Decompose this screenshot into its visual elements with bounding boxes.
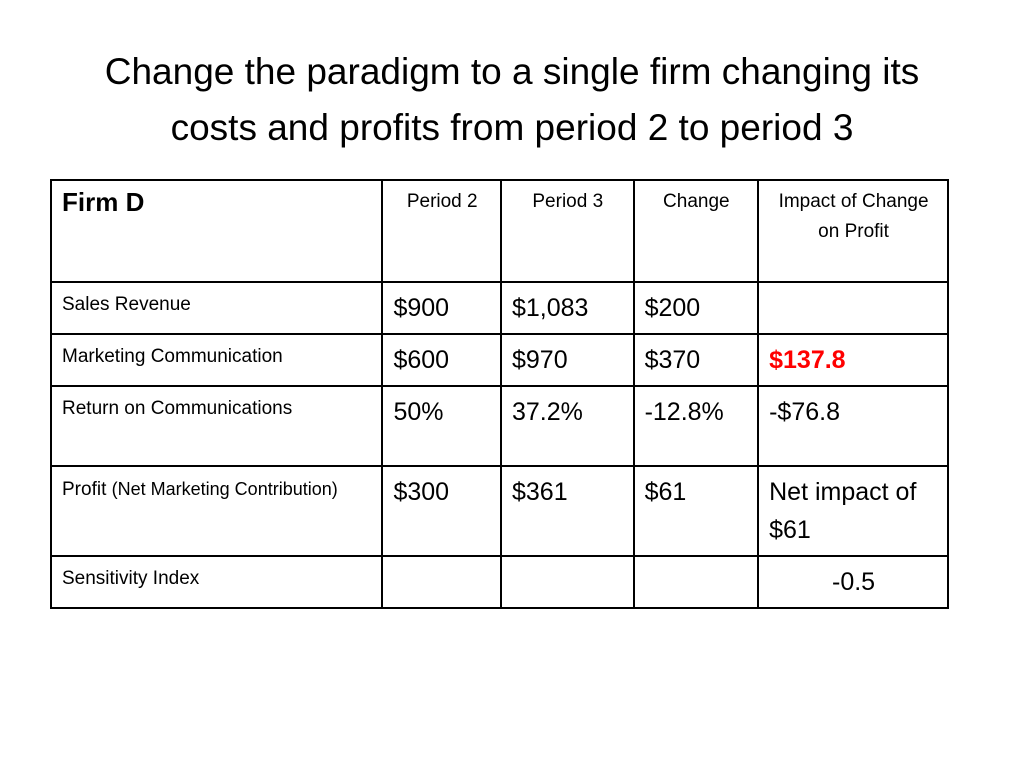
row-label-cell: Profit (Net Marketing Contribution) (49, 465, 384, 557)
slide-title-line-1: Change the paradigm to a single firm cha… (104, 51, 920, 92)
row-label-sensitivity-index: Sensitivity Index (62, 568, 200, 589)
sensitivity-impact-value: -0.5 (832, 568, 876, 596)
marketing-period2-value: $600 (393, 346, 450, 374)
table-row-return-on-communications: Return on Communications 50% 37.2% -12.8… (49, 385, 949, 467)
return-period3-value: 37.2% (511, 398, 583, 426)
row-label-marketing-communication: Marketing Communication (62, 346, 283, 367)
marketing-change-value: $370 (644, 346, 701, 374)
sales-impact-value (759, 283, 947, 295)
return-impact-value: -$76.8 (769, 398, 840, 426)
header-cell-period3: Period 3 (499, 179, 635, 283)
table-cell (757, 281, 949, 335)
row-label-cell: Marketing Communication (49, 333, 384, 387)
table-cell: $600 (381, 333, 502, 387)
profit-period3-value: $361 (511, 478, 568, 506)
profit-period2-value: $300 (393, 478, 450, 506)
row-label-cell: Sales Revenue (49, 281, 384, 335)
table-cell: $900 (381, 281, 502, 335)
header-period3: Period 3 (532, 191, 604, 212)
table-cell: $200 (632, 281, 760, 335)
table-row-sales-revenue: Sales Revenue $900 $1,083 $200 (49, 281, 949, 335)
sales-period2-value: $900 (393, 294, 450, 322)
table-cell: -0.5 (757, 555, 949, 609)
table-row-profit: Profit (Net Marketing Contribution) $300… (49, 465, 949, 557)
sensitivity-period2-value (383, 557, 500, 569)
table-cell: -$76.8 (757, 385, 949, 467)
firm-table: Firm D Period 2 Period 3 Change Impact o… (49, 179, 949, 609)
table-cell (381, 555, 502, 609)
row-label-sales-revenue: Sales Revenue (62, 294, 191, 315)
profit-change-value: $61 (644, 478, 687, 506)
sensitivity-period3-value (502, 557, 633, 569)
table-cell: 37.2% (499, 385, 635, 467)
slide-title-line-2: costs and profits from period 2 to perio… (170, 107, 854, 148)
table-cell: $137.8 (757, 333, 949, 387)
sales-period3-value: $1,083 (511, 294, 589, 322)
table-cell: $370 (632, 333, 760, 387)
return-change-value: -12.8% (644, 398, 724, 426)
header-impact: Impact of Change on Profit (778, 191, 929, 242)
table-header-row: Firm D Period 2 Period 3 Change Impact o… (49, 179, 949, 283)
row-label-cell: Return on Communications (49, 385, 384, 467)
profit-label: Profit (62, 479, 107, 500)
return-period2-value: 50% (393, 398, 444, 426)
table-cell: $1,083 (499, 281, 635, 335)
table-cell: Net impact of $61 (757, 465, 949, 557)
table-row-marketing-communication: Marketing Communication $600 $970 $370 $… (49, 333, 949, 387)
header-cell-change: Change (632, 179, 760, 283)
header-cell-period2: Period 2 (381, 179, 502, 283)
sales-change-value: $200 (644, 294, 701, 322)
row-label-profit: Profit (Net Marketing Contribution) (52, 467, 381, 512)
profit-label-note: (Net Marketing Contribution) (111, 479, 338, 499)
header-change: Change (663, 191, 730, 212)
header-period2: Period 2 (406, 191, 478, 212)
table-cell (632, 555, 760, 609)
marketing-period3-value: $970 (511, 346, 568, 374)
slide-title: Change the paradigm to a single firm cha… (40, 44, 984, 156)
header-cell-firm: Firm D (49, 179, 384, 283)
table-cell (499, 555, 635, 609)
header-cell-impact: Impact of Change on Profit (757, 179, 949, 283)
table-cell: $361 (499, 465, 635, 557)
row-label-cell: Sensitivity Index (49, 555, 384, 609)
row-label-return-on-communications: Return on Communications (62, 398, 293, 419)
marketing-impact-value: $137.8 (769, 346, 846, 374)
profit-impact-value: Net impact of $61 (769, 478, 917, 544)
table-cell: $970 (499, 333, 635, 387)
table-cell: $300 (381, 465, 502, 557)
table-cell: -12.8% (632, 385, 760, 467)
firm-name: Firm D (62, 187, 145, 217)
sensitivity-change-value (635, 557, 758, 569)
table-cell: 50% (381, 385, 502, 467)
table-row-sensitivity-index: Sensitivity Index -0.5 (49, 555, 949, 609)
table-cell: $61 (632, 465, 760, 557)
